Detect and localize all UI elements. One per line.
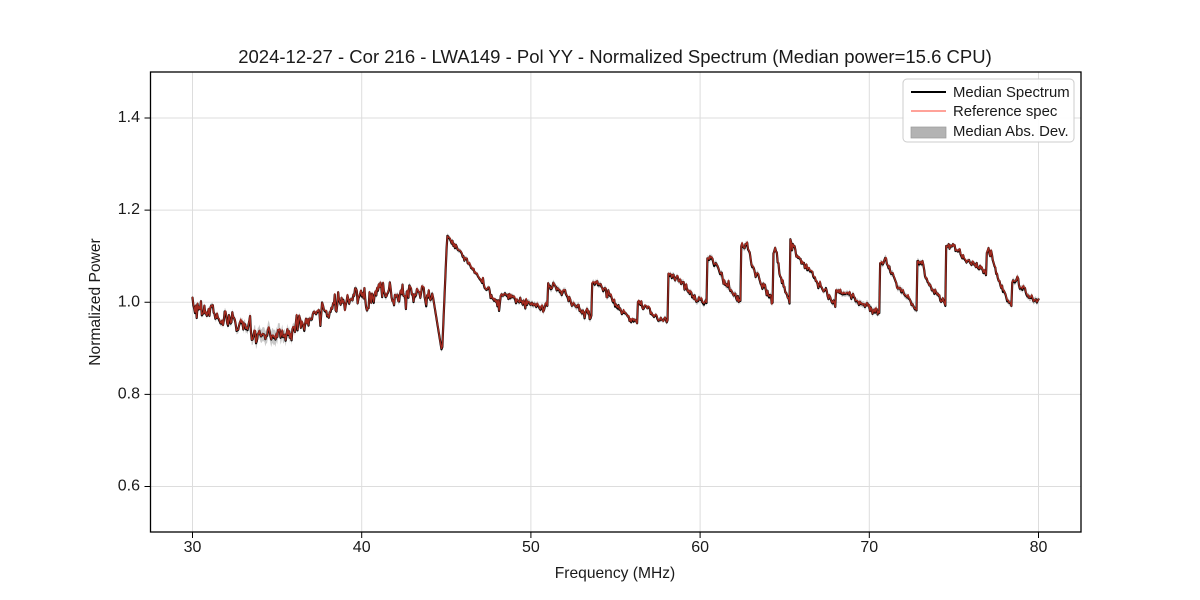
svg-text:40: 40 <box>353 539 371 556</box>
svg-text:Frequency (MHz): Frequency (MHz) <box>555 565 675 582</box>
svg-text:0.8: 0.8 <box>118 385 140 402</box>
svg-text:50: 50 <box>522 539 540 556</box>
svg-text:Median Abs. Dev.: Median Abs. Dev. <box>953 124 1069 140</box>
svg-text:Normalized Power: Normalized Power <box>87 238 104 365</box>
svg-text:Reference spec: Reference spec <box>953 104 1058 120</box>
svg-text:1.4: 1.4 <box>118 109 140 126</box>
svg-text:70: 70 <box>860 539 878 556</box>
svg-text:60: 60 <box>691 539 709 556</box>
svg-text:30: 30 <box>184 539 202 556</box>
svg-text:0.6: 0.6 <box>118 478 140 495</box>
svg-text:80: 80 <box>1030 539 1048 556</box>
svg-text:Median Spectrum: Median Spectrum <box>953 85 1070 101</box>
svg-text:1.0: 1.0 <box>118 293 140 310</box>
svg-text:1.2: 1.2 <box>118 201 140 218</box>
svg-text:2024-12-27 - Cor 216 - LWA149: 2024-12-27 - Cor 216 - LWA149 - Pol YY -… <box>238 46 992 67</box>
